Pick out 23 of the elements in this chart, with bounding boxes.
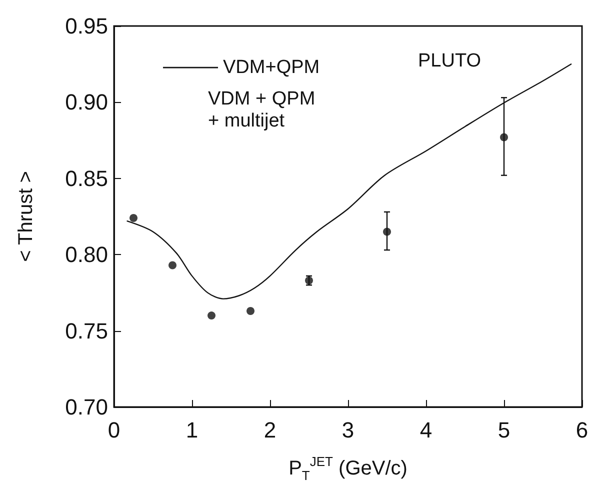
point [500, 133, 508, 142]
y-tick-label: 0.70 [65, 394, 108, 420]
y-tick-label: 0.90 [65, 90, 108, 115]
y-tick-label: 0.80 [65, 242, 108, 268]
annotation: VDM + QPM + multijet [208, 88, 316, 132]
point [168, 261, 176, 270]
x-tick-label: 6 [576, 418, 588, 442]
point [383, 228, 391, 236]
y-axis-title: < Thrust > [15, 171, 37, 262]
x-tick-label: 3 [342, 418, 354, 442]
annotation: PLUTO [418, 50, 482, 72]
x-tick-label: 5 [498, 418, 510, 442]
point [246, 306, 254, 315]
y-tick-label: 0.95 [65, 14, 108, 38]
point [208, 312, 216, 320]
y-tick-label: 0.75 [65, 318, 108, 344]
legend-label: VDM+QPM [223, 57, 320, 78]
point [130, 214, 138, 222]
x-tick-label: 1 [186, 418, 198, 442]
x-tick-label: 2 [264, 418, 276, 442]
y-tick-label: 0.85 [65, 166, 108, 191]
x-tick-label: 4 [420, 418, 432, 442]
x-tick-label: 0 [108, 418, 120, 442]
